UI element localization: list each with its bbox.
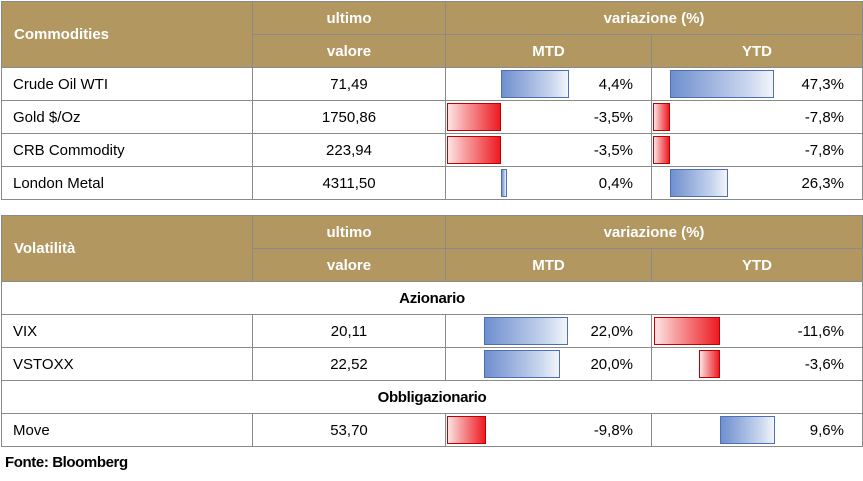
- ytd-data-bar: [653, 317, 720, 345]
- row-last-value: 4311,50: [252, 166, 446, 200]
- commodities-header-name: Commodities: [1, 1, 253, 68]
- row-last-value: 71,49: [252, 67, 446, 101]
- mtd-value: 0,4%: [598, 174, 633, 192]
- mtd-data-bar: [501, 169, 508, 197]
- commodities-body: Crude Oil WTI 71,49 4,4% 47,3% Gold $/Oz 1750…: [1, 67, 863, 200]
- section-row-azionario: Azionario: [1, 281, 863, 315]
- commodities-header-row-2: valore MTD YTD: [2, 34, 863, 68]
- ytd-value: 9,6%: [809, 421, 844, 439]
- ytd-cell: -11,6%: [651, 314, 863, 348]
- ytd-value: 26,3%: [801, 174, 844, 192]
- ytd-cell: 47,3%: [651, 67, 863, 101]
- commodities-table: Commodities ultimo variazione (%) valore…: [1, 1, 863, 200]
- ytd-data-bar: [652, 136, 670, 164]
- row-last-value: 20,11: [252, 314, 446, 348]
- ytd-value: -11,6%: [797, 322, 844, 340]
- mtd-cell: 4,4%: [445, 67, 652, 101]
- source-footer: Fonte: Bloomberg: [5, 454, 128, 471]
- volatility-header-ultimo: ultimo: [252, 215, 446, 249]
- mtd-data-bar: [501, 70, 570, 98]
- table-row: Crude Oil WTI 71,49 4,4% 47,3%: [1, 67, 863, 101]
- table-row: Move 53,70 -9,8% 9,6%: [1, 413, 863, 447]
- row-name: Crude Oil WTI: [1, 67, 253, 101]
- commodities-header-ytd: YTD: [651, 34, 863, 68]
- table-row: VIX 20,11 22,0% -11,6%: [1, 314, 863, 348]
- volatility-header-ytd: YTD: [651, 248, 863, 282]
- row-name: VSTOXX: [1, 347, 253, 381]
- mtd-data-bar: [484, 317, 568, 345]
- section-row-obbligazionario: Obbligazionario: [1, 380, 863, 414]
- ytd-data-bar: [670, 169, 728, 197]
- ytd-cell: -7,8%: [651, 100, 863, 134]
- row-name: CRB Commodity: [1, 133, 253, 167]
- volatility-header-name: Volatilità: [1, 215, 253, 282]
- ytd-cell: -3,6%: [651, 347, 863, 381]
- row-last-value: 1750,86: [252, 100, 446, 134]
- row-name: VIX: [1, 314, 253, 348]
- volatility-header-row-2: valore MTD YTD: [2, 248, 863, 282]
- mtd-cell: -9,8%: [445, 413, 652, 447]
- ytd-value: -7,8%: [804, 108, 844, 126]
- commodities-header-variazione: variazione (%): [445, 1, 863, 35]
- table-row: London Metal 4311,50 0,4% 26,3%: [1, 166, 863, 200]
- volatility-header-mtd: MTD: [445, 248, 652, 282]
- volatility-table: Volatilità ultimo variazione (%) valore …: [1, 215, 863, 447]
- table-row: CRB Commodity 223,94 -3,5% -7,8%: [1, 133, 863, 167]
- ytd-cell: -7,8%: [651, 133, 863, 167]
- mtd-value: 20,0%: [590, 355, 633, 373]
- mtd-cell: 0,4%: [445, 166, 652, 200]
- ytd-value: 47,3%: [801, 75, 844, 93]
- volatility-header-row-1: Volatilità ultimo variazione (%): [1, 215, 863, 282]
- ytd-value: -3,6%: [804, 355, 844, 373]
- mtd-cell: -3,5%: [445, 100, 652, 134]
- row-last-value: 22,52: [252, 347, 446, 381]
- ytd-cell: 26,3%: [651, 166, 863, 200]
- row-last-value: 53,70: [252, 413, 446, 447]
- mtd-value: -3,5%: [593, 108, 633, 126]
- mtd-cell: -3,5%: [445, 133, 652, 167]
- mtd-data-bar: [446, 136, 501, 164]
- mtd-value: -3,5%: [593, 141, 633, 159]
- mtd-data-bar: [484, 350, 560, 378]
- mtd-cell: 20,0%: [445, 347, 652, 381]
- commodities-header-valore: valore: [252, 34, 446, 68]
- obbligazionario-body: Move 53,70 -9,8% 9,6%: [1, 413, 863, 447]
- mtd-data-bar: [446, 416, 486, 444]
- row-name: Gold $/Oz: [1, 100, 253, 134]
- mtd-cell: 22,0%: [445, 314, 652, 348]
- commodities-header-ultimo: ultimo: [252, 1, 446, 35]
- row-last-value: 223,94: [252, 133, 446, 167]
- ytd-data-bar: [720, 416, 775, 444]
- ytd-data-bar: [699, 350, 720, 378]
- mtd-data-bar: [446, 103, 501, 131]
- ytd-value: -7,8%: [804, 141, 844, 159]
- section-obbligazionario: Obbligazionario: [1, 380, 863, 414]
- row-name: Move: [1, 413, 253, 447]
- volatility-header-valore: valore: [252, 248, 446, 282]
- mtd-value: 22,0%: [590, 322, 633, 340]
- mtd-value: 4,4%: [598, 75, 633, 93]
- table-row: VSTOXX 22,52 20,0% -3,6%: [1, 347, 863, 381]
- table-row: Gold $/Oz 1750,86 -3,5% -7,8%: [1, 100, 863, 134]
- ytd-cell: 9,6%: [651, 413, 863, 447]
- commodities-header-row-1: Commodities ultimo variazione (%): [1, 1, 863, 68]
- volatility-header-variazione: variazione (%): [445, 215, 863, 249]
- azionario-body: VIX 20,11 22,0% -11,6% VSTOXX 22,52 20,0% -3,6%: [1, 314, 863, 381]
- ytd-data-bar: [652, 103, 670, 131]
- ytd-data-bar: [670, 70, 775, 98]
- commodities-header-mtd: MTD: [445, 34, 652, 68]
- section-azionario: Azionario: [1, 281, 863, 315]
- mtd-value: -9,8%: [593, 421, 633, 439]
- row-name: London Metal: [1, 166, 253, 200]
